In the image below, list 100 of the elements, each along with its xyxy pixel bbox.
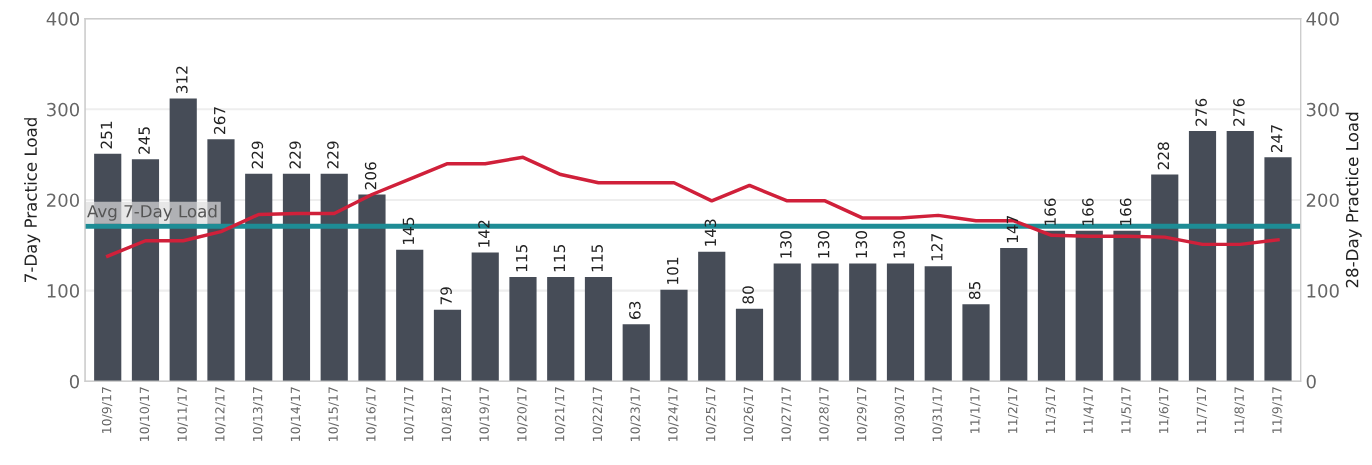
x-tick-label: 10/23/17 [630, 387, 641, 441]
data-label: 229 [327, 141, 339, 169]
x-tick-label: 10/31/17 [932, 387, 943, 441]
data-label: 245 [138, 127, 150, 154]
x-tick-label: 10/21/17 [554, 387, 566, 441]
data-label: 63 [629, 301, 641, 319]
data-label: 101 [666, 257, 679, 284]
bar [1113, 230, 1141, 382]
data-label: 166 [1119, 198, 1132, 225]
data-label: 79 [440, 287, 452, 305]
x-tick-label: 10/26/17 [743, 387, 755, 441]
bar [811, 263, 839, 382]
x-tick-label: 10/25/17 [705, 387, 717, 441]
y-tick-label: 100 [47, 284, 79, 298]
y2-axis-title: 28-Day Practice Load [1345, 112, 1362, 288]
bar [1037, 230, 1066, 382]
data-label: 115 [516, 245, 528, 272]
y-tick-label: 400 [46, 12, 79, 26]
x-tick-label: 11/9/17 [1272, 387, 1283, 433]
data-label: 251 [100, 121, 113, 149]
x-tick-label: 10/10/17 [139, 387, 151, 441]
data-label: 247 [1270, 125, 1283, 153]
data-label: 206 [364, 162, 377, 190]
x-tick-label: 10/19/17 [479, 387, 490, 441]
data-label: 147 [1006, 215, 1018, 243]
bar [358, 194, 386, 382]
data-label: 276 [1195, 98, 1207, 126]
data-label: 127 [931, 234, 943, 261]
bar [698, 251, 726, 382]
x-tick-label: 10/29/17 [856, 387, 868, 441]
bar [282, 173, 311, 382]
data-label: 229 [251, 141, 264, 169]
y-tick-label: 200 [47, 193, 79, 208]
ref-line-label: Avg 7-Day Load [87, 204, 217, 221]
data-label: 143 [704, 219, 717, 246]
y2-tick-label: 100 [1307, 284, 1339, 298]
x-tick-label: 10/9/17 [101, 387, 113, 433]
x-tick-label: 10/13/17 [252, 387, 264, 441]
x-tick-label: 11/4/17 [1083, 387, 1094, 433]
y2-tick-label: 0 [1306, 374, 1316, 389]
bar [773, 263, 801, 382]
x-tick-label: 10/27/17 [781, 387, 792, 441]
data-label: 276 [1233, 98, 1245, 126]
x-tick-label: 11/3/17 [1045, 387, 1057, 433]
bar [433, 309, 462, 382]
bar [320, 173, 348, 382]
x-tick-label: 10/14/17 [290, 387, 302, 441]
x-tick-label: 11/8/17 [1234, 387, 1245, 433]
y-tick-label: 0 [69, 374, 79, 389]
y2-tick-label: 400 [1306, 12, 1339, 26]
bar [245, 173, 273, 382]
bar [1226, 131, 1254, 382]
y-axis-title: 7-Day Practice Load [24, 118, 41, 282]
x-tick-label: 10/22/17 [592, 387, 604, 441]
data-label: 145 [402, 217, 415, 244]
x-tick-label: 10/24/17 [668, 387, 679, 441]
data-label: 80 [742, 286, 754, 304]
data-label: 130 [855, 231, 868, 258]
data-label: 229 [289, 141, 301, 169]
data-label: 130 [817, 231, 830, 258]
data-label: 130 [780, 231, 792, 258]
bar [622, 324, 650, 382]
bar [849, 263, 877, 382]
x-tick-label: 11/5/17 [1121, 387, 1132, 433]
bar [660, 289, 688, 382]
data-label: 166 [1082, 198, 1094, 225]
data-label: 166 [1044, 198, 1056, 225]
x-tick-label: 11/6/17 [1158, 387, 1170, 433]
data-label: 142 [478, 220, 490, 247]
x-tick-label: 11/7/17 [1196, 387, 1208, 433]
data-label: 130 [893, 231, 905, 258]
x-tick-label: 10/20/17 [517, 387, 528, 441]
x-tick-label: 11/2/17 [1007, 387, 1019, 433]
bar [1000, 248, 1028, 382]
bar [396, 249, 424, 382]
x-tick-label: 10/15/17 [328, 387, 339, 441]
data-label: 85 [968, 281, 981, 300]
bar [584, 277, 613, 382]
x-tick-label: 10/16/17 [366, 387, 377, 441]
bar [1188, 131, 1217, 382]
x-tick-label: 10/18/17 [441, 387, 453, 441]
bar [1151, 174, 1179, 382]
x-tick-label: 10/28/17 [819, 387, 830, 441]
y2-tick-label: 300 [1306, 102, 1339, 117]
bar [471, 252, 499, 382]
data-label: 228 [1157, 142, 1170, 170]
y-tick-label: 300 [47, 102, 79, 117]
bar [924, 266, 952, 382]
x-tick-label: 11/1/17 [970, 387, 981, 433]
data-label: 115 [591, 245, 603, 272]
bar [1264, 157, 1292, 382]
y2-tick-label: 200 [1306, 193, 1339, 208]
bar [735, 308, 764, 382]
bar [1075, 230, 1103, 382]
x-tick-label: 10/11/17 [177, 387, 188, 441]
data-label: 115 [553, 245, 566, 272]
bar [509, 277, 537, 382]
bar [547, 277, 575, 382]
x-tick-label: 10/12/17 [215, 387, 226, 441]
x-tick-label: 10/17/17 [403, 387, 415, 441]
